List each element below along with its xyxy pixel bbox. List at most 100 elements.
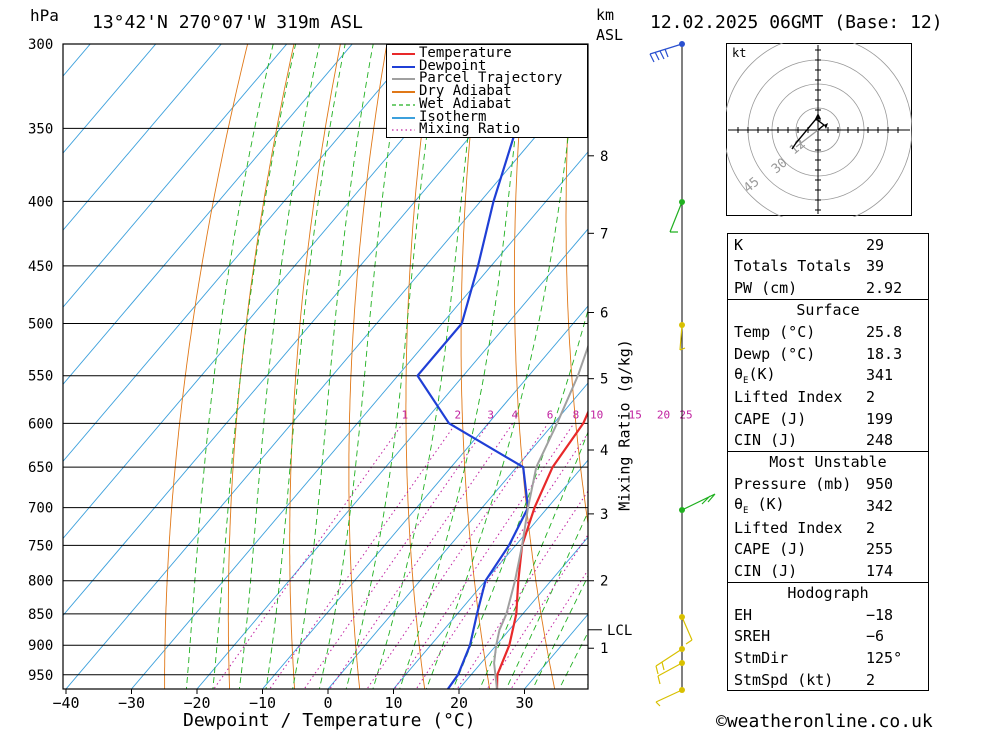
sreh-row: SREH −6: [728, 626, 928, 648]
dry-adiabat-line: [348, 44, 388, 689]
isotherm-line: [63, 44, 288, 308]
dry-adiabat-line: [460, 44, 491, 689]
dry-adiabat-line: [978, 0, 1000, 703]
hodograph-table-title: Hodograph: [787, 583, 869, 602]
surface-li-label: Lifted Index: [734, 387, 843, 406]
surface-temp-value: 25.8: [866, 323, 903, 342]
surface-li-row: Lifted Index 2: [728, 386, 928, 408]
wind-barb: [655, 689, 683, 707]
legend-swatch: [392, 53, 415, 55]
indices-panel: K 29 Totals Totals 39 PW (cm) 2.92 Surface …: [727, 233, 929, 692]
temp-tick-label: −10: [249, 694, 276, 712]
mu-theta-row: θE (K) 342: [728, 495, 928, 517]
storm-motion-marker: [815, 113, 821, 119]
hodograph-trace-lower: [795, 129, 819, 148]
mixing-ratio-line: [456, 490, 588, 689]
pressure-tick-label: 400: [28, 194, 53, 210]
stmdir-label: StmDir: [734, 649, 789, 668]
wind-barb: [681, 493, 716, 511]
stmdir-row: StmDir 125°: [728, 647, 928, 669]
isotherm-line: [261, 305, 588, 689]
mu-pressure-value: 950: [866, 475, 894, 494]
wind-barb: [669, 201, 683, 233]
asl-label: ASL: [596, 26, 624, 44]
isotherm-line: [458, 536, 588, 689]
wet-adiabat-line: [238, 44, 320, 689]
datetime-title: 12.02.2025 06GMT (Base: 12): [650, 12, 943, 33]
legend-label: Parcel Trajectory: [419, 70, 563, 87]
wet-adiabat-line: [425, 44, 580, 689]
dewpoint-line: [416, 44, 531, 689]
pressure-tick-label: 850: [28, 607, 53, 623]
wet-adiabat-line: [399, 44, 526, 689]
copyright-footer[interactable]: ©weatheronline.co.uk: [716, 711, 933, 732]
stmspd-row: StmSpd (kt) 2: [728, 669, 928, 691]
wet-adiabat-line: [265, 44, 346, 689]
isotherm-line: [392, 459, 588, 689]
stmspd-label: StmSpd (kt): [734, 670, 834, 689]
mu-cin-label: CIN (J): [734, 561, 798, 580]
plot-frame: [62, 43, 589, 690]
wet-adiabat-line: [532, 575, 588, 689]
hodograph-marker: [824, 123, 828, 129]
pressure-tick-label: 950: [28, 668, 53, 684]
legend-swatch: [392, 65, 415, 68]
mixing-ratio-label: 10: [590, 408, 603, 421]
pressure-tick-label: 500: [28, 317, 53, 333]
mixing-ratio-line: [303, 423, 490, 689]
pressure-tick-label: 550: [28, 369, 53, 385]
eh-value: −18: [866, 605, 894, 624]
legend-item: Parcel Trajectory: [387, 70, 587, 87]
legend-item: Dewpoint: [387, 59, 587, 73]
legend-swatch: [392, 104, 415, 106]
pressure-tick-label: 750: [28, 538, 53, 554]
surface-theta-row: θE(K) 341: [728, 365, 928, 387]
wet-adiabat-line: [318, 44, 405, 689]
stmspd-value: 2: [866, 670, 876, 689]
surface-theta-label: θE(K): [734, 364, 776, 386]
pressure-tick-label: 350: [28, 121, 53, 137]
legend-label: Wet Adiabat: [419, 95, 512, 112]
sreh-label: SREH: [734, 627, 771, 646]
mu-cape-value: 255: [866, 540, 894, 559]
dry-adiabat-line: [565, 44, 588, 527]
mu-pressure-row: Pressure (mb) 950: [728, 474, 928, 496]
k-row: K 29: [728, 234, 928, 256]
mixing-ratio-line: [366, 423, 549, 689]
km-tick-label: 2: [600, 574, 608, 590]
km-tick-label: 5: [600, 372, 608, 388]
km-tick-label: 6: [600, 305, 608, 321]
legend: Temperature Dewpoint Parcel Trajectory Dry …: [386, 44, 588, 138]
legend-swatch: [392, 91, 415, 94]
temp-tick-label: 0: [323, 694, 332, 712]
wind-barb: [679, 324, 686, 351]
hodograph-units: kt: [732, 46, 746, 60]
mu-cape-label: CAPE (J): [734, 540, 807, 559]
km-tick-label: 3: [600, 507, 608, 523]
mu-theta-value: 342: [866, 496, 894, 515]
mixing-ratio-label: 25: [679, 408, 692, 421]
km-tick-label: 7: [600, 226, 608, 242]
tt-value: 39: [866, 257, 885, 276]
surface-cape-value: 199: [866, 409, 894, 428]
legend-item: Temperature: [387, 45, 587, 61]
legend-swatch: [392, 129, 415, 131]
legend-label: Dry Adiabat: [419, 83, 512, 100]
legend-swatch: [392, 78, 415, 81]
mixing-ratio-line: [393, 423, 575, 689]
hpa-label: hPa: [30, 6, 59, 25]
wind-barb: [655, 648, 683, 675]
pw-label: PW (cm): [734, 278, 798, 297]
wind-barb: [681, 616, 693, 645]
temp-tick-label: 20: [450, 694, 468, 712]
legend-item: Isotherm: [387, 110, 587, 124]
legend-label: Temperature: [419, 45, 512, 61]
dry-adiabat-line: [934, 0, 1000, 703]
legend-swatch: [392, 116, 415, 119]
pw-value: 2.92: [866, 278, 903, 297]
wet-adiabat-line: [345, 44, 440, 689]
pressure-tick-label: 600: [28, 416, 53, 432]
surface-li-value: 2: [866, 387, 876, 406]
mixing-ratio-label: 20: [657, 408, 670, 421]
wet-adiabat-line: [372, 44, 480, 689]
